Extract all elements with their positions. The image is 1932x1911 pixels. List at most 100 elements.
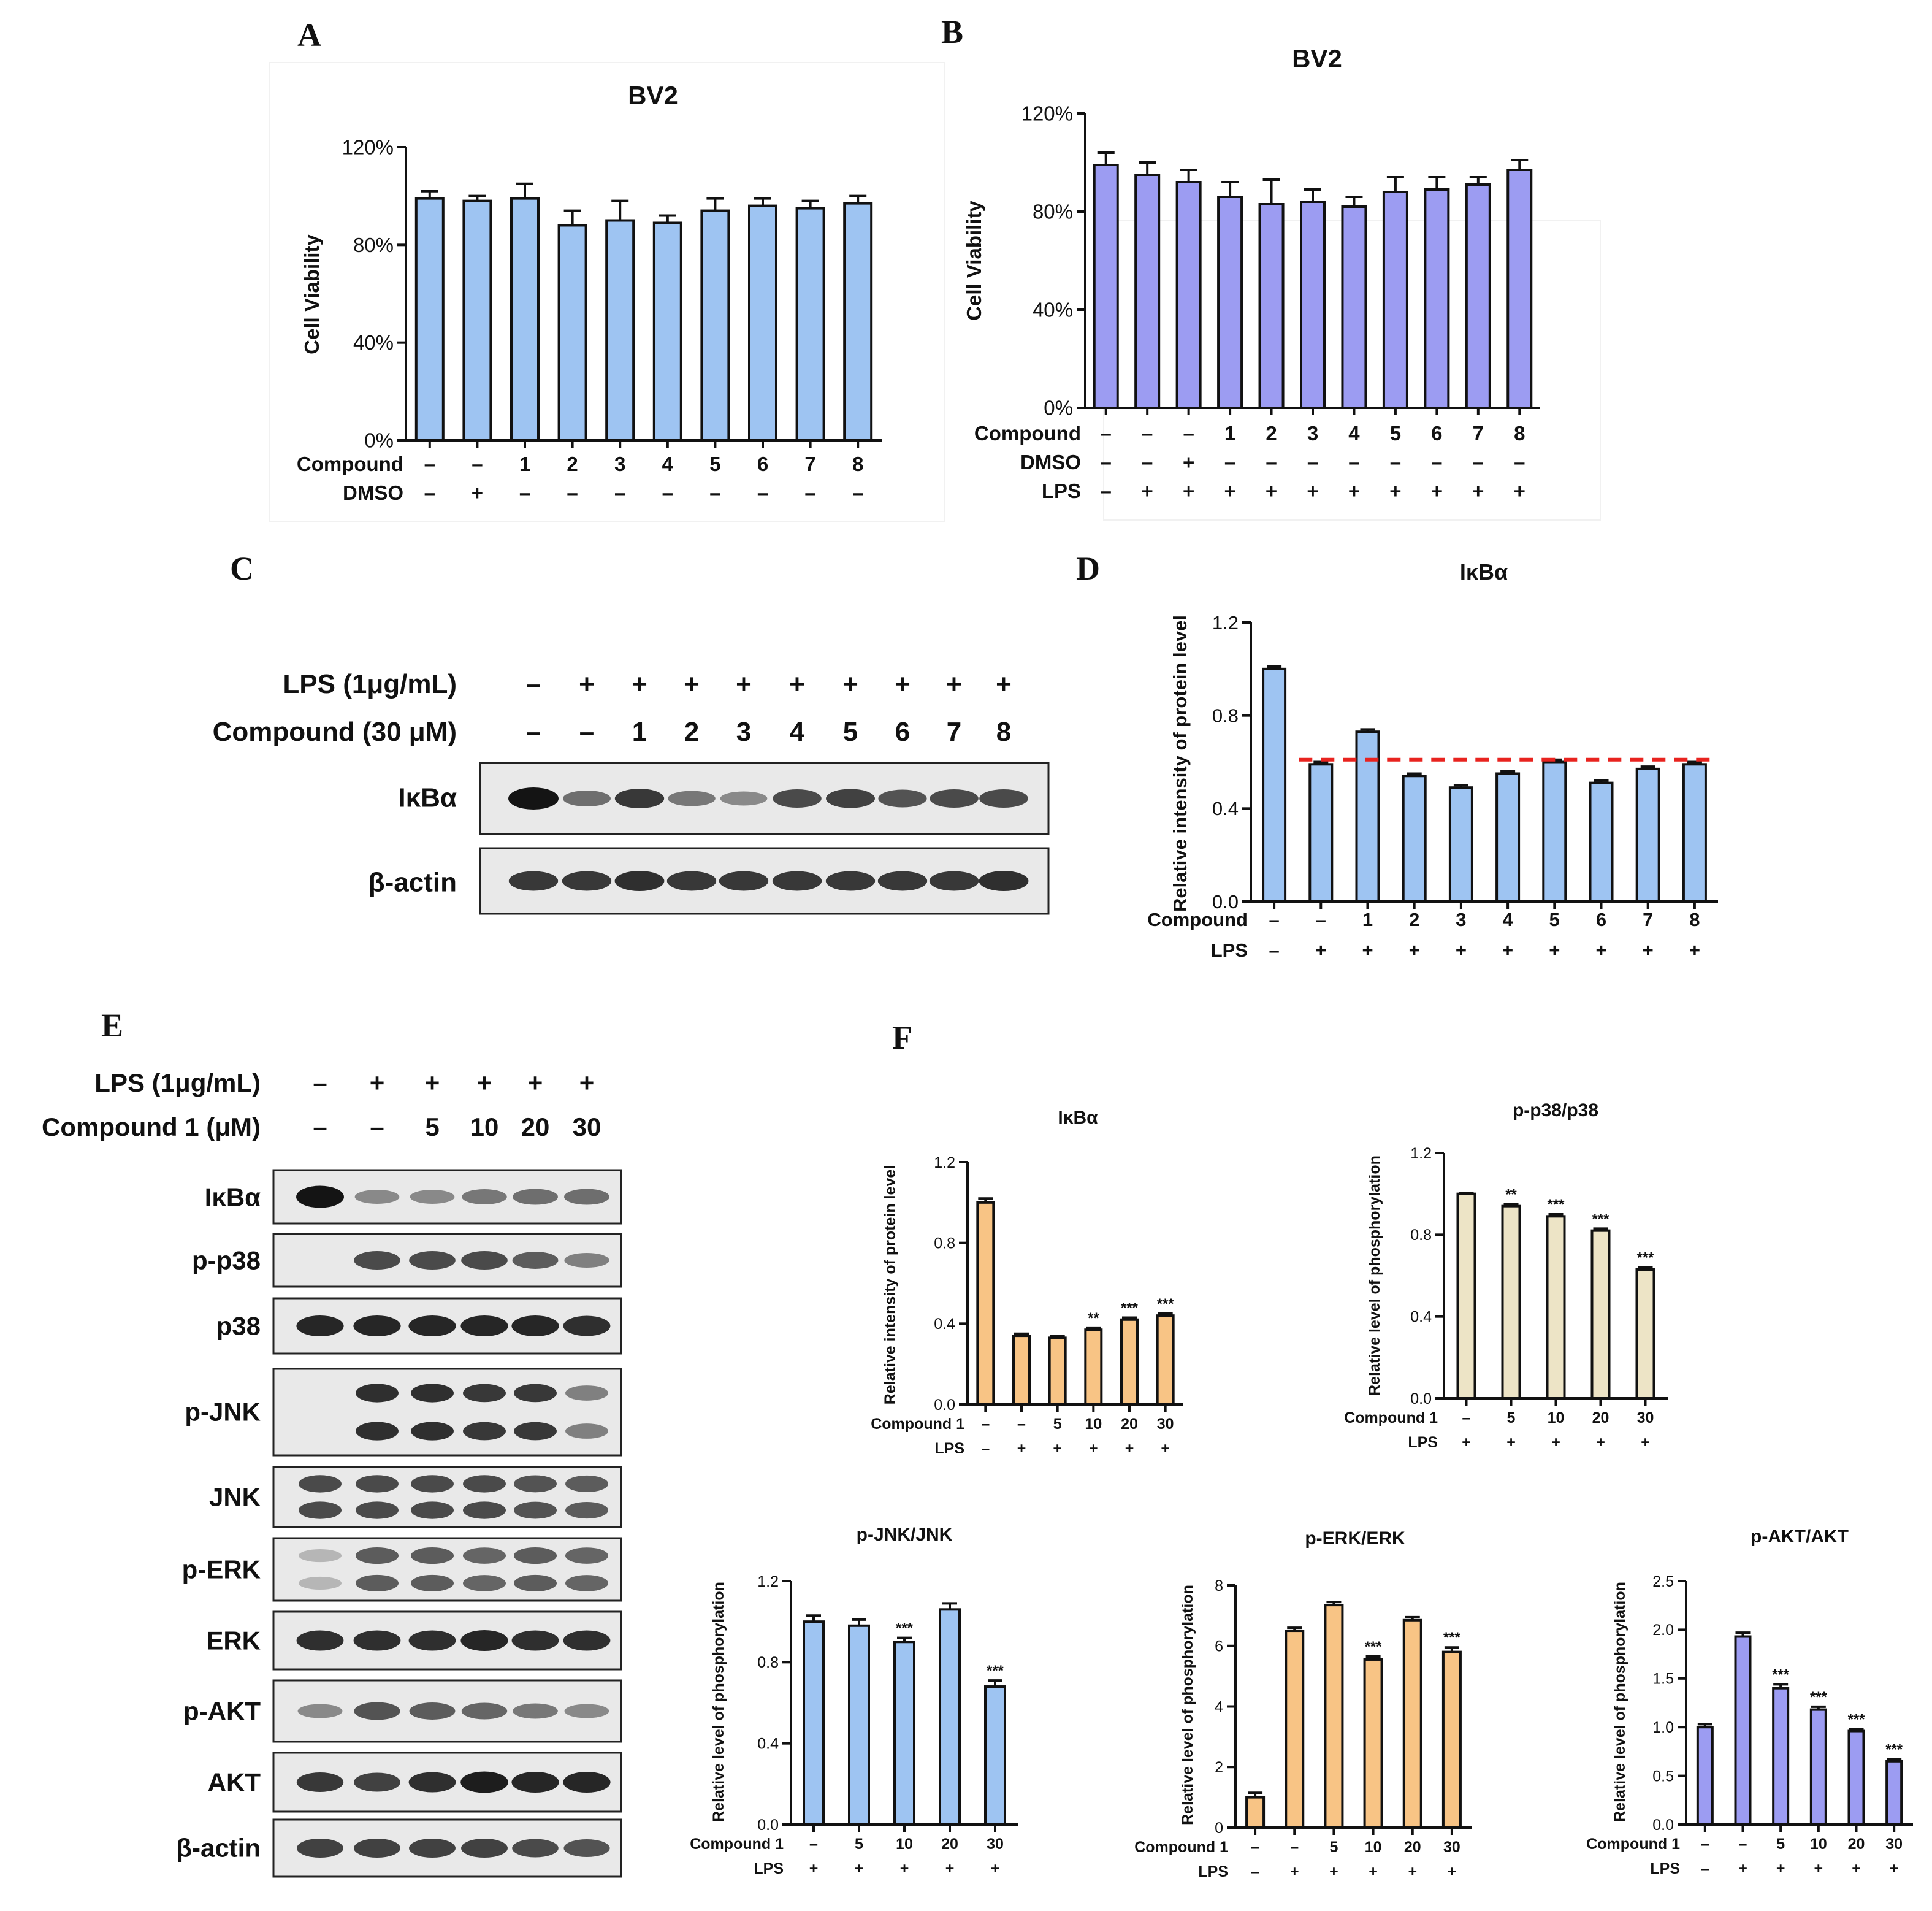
row-label: Compound 1	[871, 1415, 964, 1433]
row-label: LPS	[934, 1440, 964, 1457]
significance-label: ***	[1810, 1689, 1827, 1706]
row-value: 8	[852, 453, 863, 475]
blot-header-value: –	[313, 1113, 327, 1141]
blot-band	[772, 871, 822, 891]
blot-band	[354, 1702, 400, 1720]
row-value: –	[1739, 1836, 1747, 1853]
bar	[462, 199, 492, 442]
blot-band	[299, 1549, 342, 1563]
blot-header-value: –	[526, 669, 541, 699]
blot-band	[299, 1576, 342, 1590]
blot-header-value: 7	[947, 717, 961, 747]
blot-band	[356, 1475, 399, 1493]
significance-label: ***	[987, 1663, 1004, 1679]
bar	[1696, 1726, 1714, 1826]
blot-header-value: +	[946, 669, 962, 699]
row-value: +	[1089, 1440, 1098, 1457]
row-value: –	[1101, 480, 1112, 502]
row-value: +	[1183, 451, 1194, 473]
chart-title: BV2	[628, 81, 678, 110]
row-label: LPS	[1408, 1434, 1438, 1451]
chart-title: BV2	[1292, 44, 1342, 73]
row-value: 5	[1329, 1839, 1338, 1856]
blot-band	[564, 1704, 609, 1718]
blot-band	[564, 1189, 609, 1205]
bar	[557, 224, 587, 442]
blot-band	[825, 871, 876, 891]
row-value: +	[1315, 940, 1326, 961]
protein-label: JNK	[209, 1483, 261, 1512]
blot-band	[512, 1839, 559, 1858]
row-label: LPS	[1650, 1860, 1680, 1877]
row-label: Compound	[1147, 909, 1248, 930]
row-value: 5	[1776, 1836, 1785, 1853]
blot-band	[514, 1547, 557, 1564]
bar	[1217, 196, 1243, 409]
row-value: –	[809, 1836, 818, 1853]
bar	[843, 202, 873, 442]
row-value: +	[1142, 480, 1153, 502]
blot-band	[411, 1422, 454, 1441]
row-value: 20	[1121, 1415, 1138, 1433]
blot-band	[296, 1315, 344, 1336]
row-value: 10	[896, 1836, 913, 1853]
row-value: 8	[1689, 909, 1700, 930]
row-value: 7	[1473, 422, 1484, 445]
y-tick-label: 0.8	[934, 1235, 955, 1252]
row-value: –	[1269, 940, 1279, 961]
row-value: –	[757, 481, 768, 504]
significance-label: ***	[896, 1620, 913, 1637]
blot-band	[463, 1501, 506, 1519]
row-value: 7	[1643, 909, 1653, 930]
row-label: Compound	[297, 453, 403, 475]
blot-band	[514, 1574, 557, 1592]
blot-header-value: +	[684, 669, 700, 699]
y-tick-label: 2.5	[1652, 1573, 1674, 1590]
row-value: –	[1251, 1839, 1259, 1856]
row-value: –	[1514, 451, 1525, 473]
blot-header-label: Compound (30 μM)	[213, 717, 457, 747]
y-tick-label: 0.0	[1652, 1817, 1674, 1834]
y-tick-label: 1.5	[1652, 1671, 1674, 1688]
bar	[1093, 164, 1119, 409]
bar	[803, 1620, 825, 1826]
blot-band	[408, 1315, 456, 1336]
panel-frame-0	[269, 62, 945, 522]
blot-band	[565, 1575, 608, 1591]
chart-f2: p-p38/p38 Relative level of phosphorylati…	[1344, 1100, 1668, 1451]
bar	[1495, 772, 1521, 903]
blot-band	[878, 789, 927, 808]
bar	[1120, 1318, 1139, 1406]
row-value: 20	[1404, 1839, 1421, 1856]
y-tick-label: 1.2	[934, 1154, 955, 1171]
row-value: 10	[1085, 1415, 1102, 1433]
blot-header-value: –	[526, 717, 541, 747]
row-label: LPS	[754, 1860, 784, 1877]
bar	[1363, 1658, 1383, 1829]
bar	[1635, 1268, 1655, 1400]
bar	[939, 1608, 961, 1826]
row-value: –	[852, 481, 863, 504]
bar	[1456, 1192, 1476, 1400]
row-label: LPS	[1042, 480, 1081, 502]
row-value: +	[855, 1860, 864, 1877]
row-label: Compound 1	[690, 1836, 784, 1853]
blot-band	[514, 1422, 557, 1441]
row-value: 7	[804, 453, 815, 475]
blot-band	[463, 1384, 506, 1403]
bar	[1546, 1215, 1566, 1400]
blot-header-value: +	[370, 1068, 385, 1097]
row-value: +	[945, 1860, 955, 1877]
blot-band	[563, 791, 611, 806]
blot-band	[512, 1252, 559, 1269]
row-value: –	[804, 481, 815, 504]
y-tick-label: 0%	[364, 429, 394, 452]
panel-label-b: B	[941, 13, 963, 50]
row-value: –	[981, 1440, 990, 1457]
chart-title: IκBα	[1058, 1108, 1098, 1128]
y-tick-label: 40%	[1033, 299, 1073, 321]
blot-band	[353, 1630, 401, 1651]
y-tick-label: 80%	[1033, 201, 1073, 223]
row-value: 2	[1266, 422, 1277, 445]
